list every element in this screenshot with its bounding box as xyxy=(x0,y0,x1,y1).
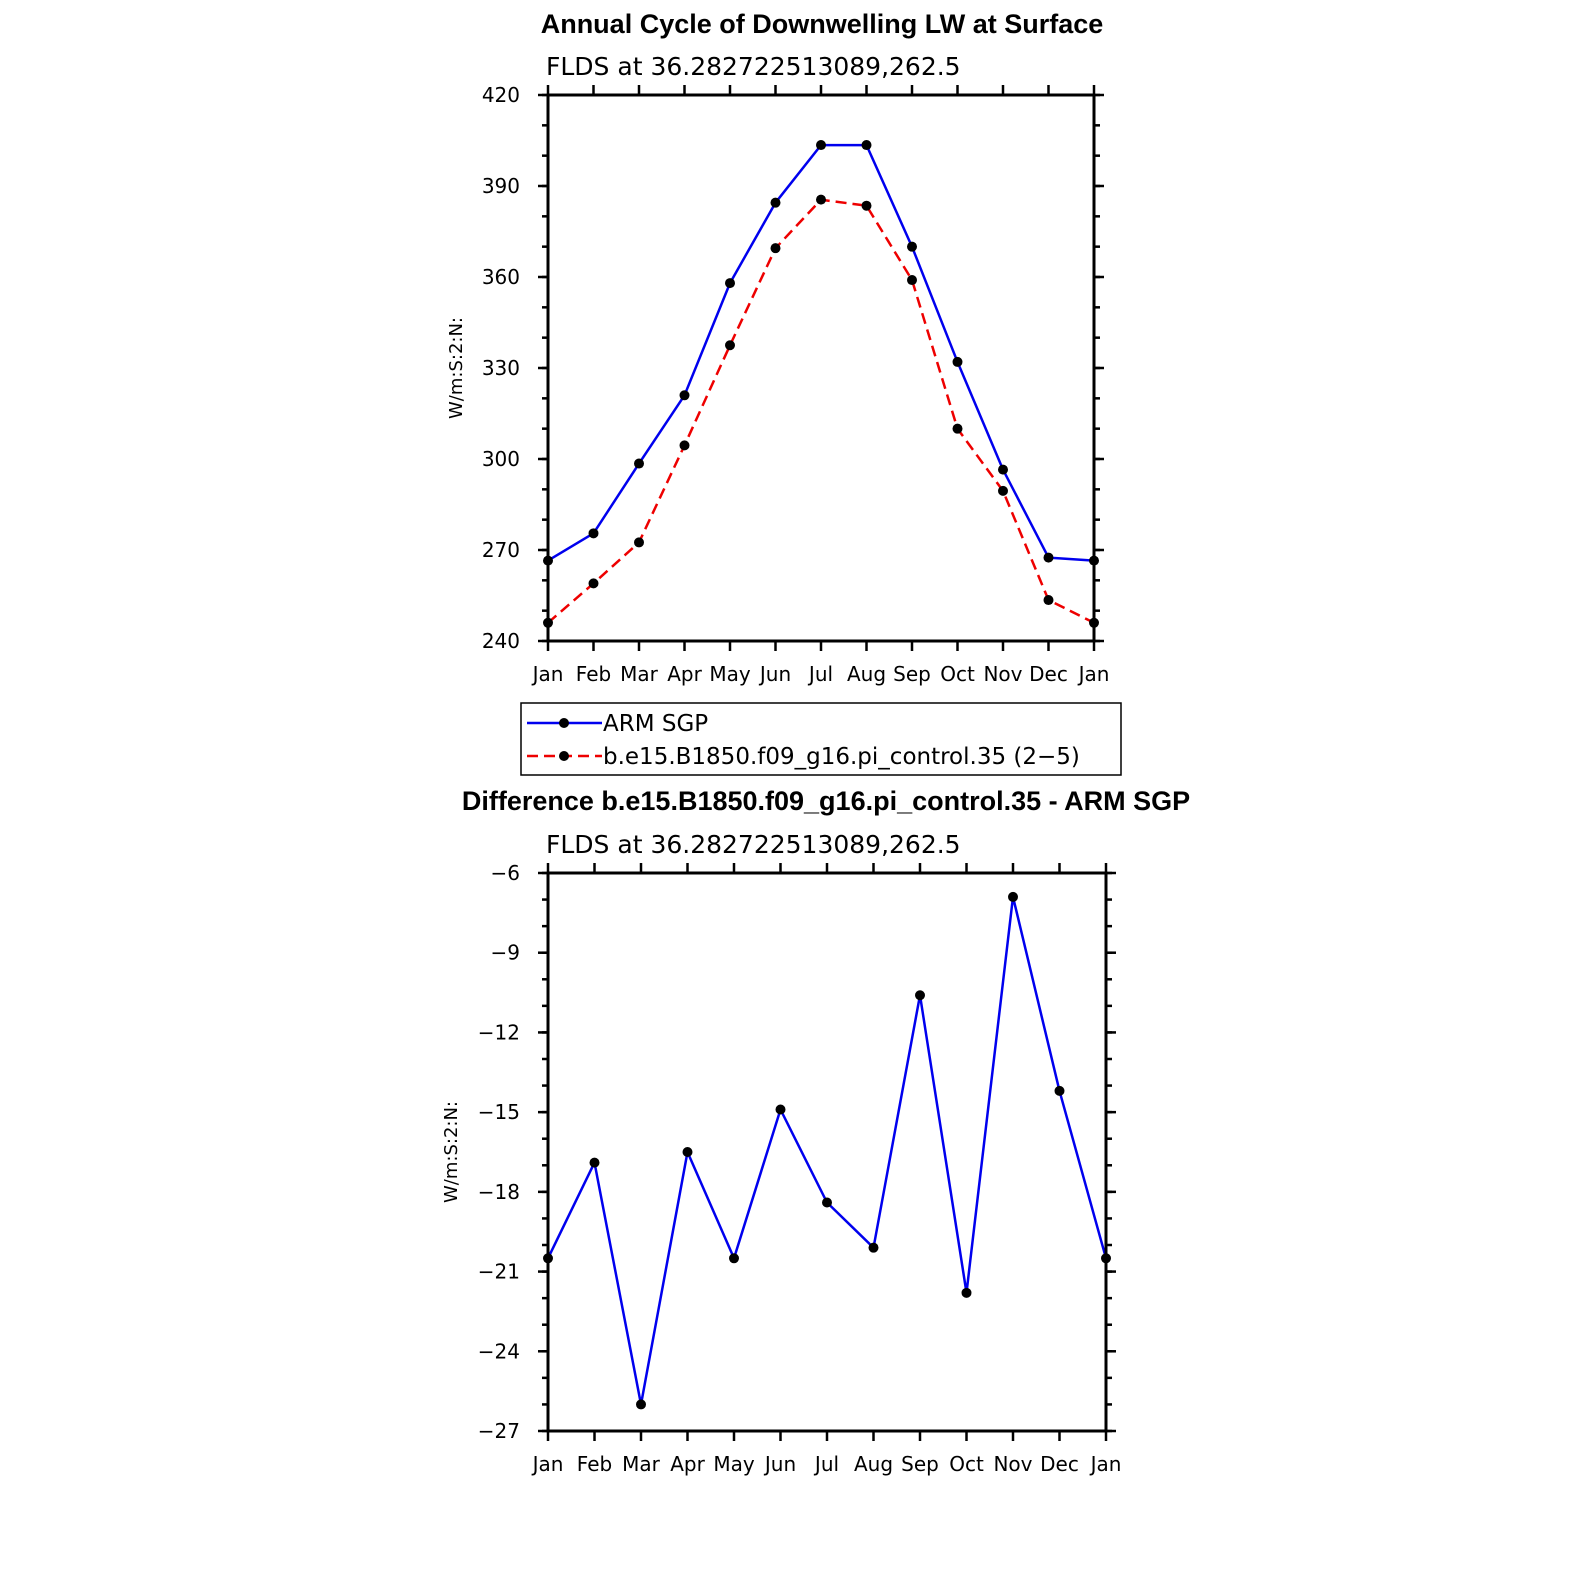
data-point-0-7 xyxy=(868,1242,879,1253)
y-tick-label: −15 xyxy=(478,1100,520,1124)
data-point-0-4 xyxy=(729,1253,739,1264)
x-tick-label: Jan xyxy=(531,662,564,686)
axis-ticks: Jan Feb Mar Apr May Jun Jul Aug Sep Oct Nov Dec Jan 2… xyxy=(482,83,1110,686)
y-tick-label: −24 xyxy=(478,1339,520,1363)
x-tick-label: Oct xyxy=(940,662,975,686)
x-tick-label: May xyxy=(713,1452,755,1476)
data-point-1-4 xyxy=(725,340,735,351)
plot-frame xyxy=(546,871,1108,1433)
y-axis-label: W/m:S:2:N: xyxy=(441,1101,462,1203)
series-line-0 xyxy=(546,895,1108,1406)
data-point-0-11 xyxy=(1043,552,1054,563)
y-tick-label: 330 xyxy=(482,356,520,380)
data-point-1-7 xyxy=(861,200,872,211)
legend-marker-arm-sgp xyxy=(559,718,569,728)
x-tick-label: Feb xyxy=(577,1452,612,1476)
x-tick-label: Apr xyxy=(667,662,702,686)
x-tick-label: Feb xyxy=(576,662,611,686)
annual-cycle-chart: Annual Cycle of Downwelling LW at Surfac… xyxy=(446,9,1122,776)
x-tick-label: Jul xyxy=(813,1452,839,1476)
data-point-0-2 xyxy=(636,1399,646,1410)
data-point-1-9 xyxy=(952,423,963,434)
x-tick-label: Dec xyxy=(1029,662,1068,686)
data-point-0-4 xyxy=(725,278,735,289)
data-point-0-10 xyxy=(1008,891,1018,902)
legend-box xyxy=(520,702,1122,776)
x-tick-label: Aug xyxy=(854,1452,893,1476)
chart-subtitle: FLDS at 36.282722513089,262.5 xyxy=(546,830,961,859)
data-point-0-8 xyxy=(907,241,917,252)
x-tick-label: Mar xyxy=(622,1452,661,1476)
data-point-1-3 xyxy=(679,440,690,451)
chart-title: Annual Cycle of Downwelling LW at Surfac… xyxy=(541,9,1104,39)
series-group xyxy=(543,140,1099,628)
x-tick-label: May xyxy=(709,662,751,686)
x-tick-label: Jul xyxy=(807,662,833,686)
data-point-0-9 xyxy=(961,1287,972,1298)
legend-label-arm-sgp: ARM SGP xyxy=(603,711,708,737)
plot-frame xyxy=(546,93,1096,643)
y-tick-label: −27 xyxy=(478,1419,520,1443)
data-point-0-5 xyxy=(770,197,781,208)
x-tick-label: Sep xyxy=(893,662,931,686)
y-tick-label: 270 xyxy=(482,538,520,562)
y-tick-label: 360 xyxy=(482,265,520,289)
data-point-0-3 xyxy=(679,390,690,401)
chart-title: Difference b.e15.B1850.f09_g16.pi_contro… xyxy=(462,786,1190,816)
y-tick-label: −12 xyxy=(478,1020,520,1044)
data-point-0-6 xyxy=(822,1197,832,1208)
data-point-0-9 xyxy=(952,356,963,367)
y-tick-label: 420 xyxy=(482,83,520,107)
y-tick-label: −6 xyxy=(491,861,520,885)
data-point-0-6 xyxy=(816,140,826,151)
data-point-1-5 xyxy=(770,243,781,254)
x-tick-label: Nov xyxy=(983,662,1022,686)
x-tick-label: Sep xyxy=(901,1452,939,1476)
y-tick-label: 390 xyxy=(482,174,520,198)
x-tick-label: Dec xyxy=(1040,1452,1079,1476)
x-tick-label: Apr xyxy=(670,1452,705,1476)
x-tick-label: Oct xyxy=(949,1452,984,1476)
legend-label-model: b.e15.B1850.f09_g16.pi_control.35 (2−5) xyxy=(603,744,1080,770)
y-tick-label: −9 xyxy=(491,941,520,965)
x-tick-label: Jan xyxy=(531,1452,564,1476)
data-point-0-2 xyxy=(634,458,644,469)
x-tick-label: Mar xyxy=(620,662,659,686)
data-point-0-1 xyxy=(589,1157,600,1168)
data-point-0-8 xyxy=(915,990,925,1001)
y-tick-label: −21 xyxy=(478,1260,520,1284)
data-point-0-10 xyxy=(998,464,1008,475)
x-tick-label: Jan xyxy=(1077,662,1110,686)
x-tick-label: Jan xyxy=(1089,1452,1122,1476)
legend: ARM SGP b.e15.B1850.f09_g16.pi_control.3… xyxy=(520,702,1122,776)
chart-subtitle: FLDS at 36.282722513089,262.5 xyxy=(546,52,961,81)
legend-marker-model xyxy=(559,751,569,761)
x-tick-label: Nov xyxy=(993,1452,1032,1476)
data-point-0-5 xyxy=(775,1104,786,1115)
y-tick-label: 240 xyxy=(482,629,520,653)
axis-ticks: Jan Feb Mar Apr May Jun Jul Aug Sep Oct Nov Dec Jan−… xyxy=(478,861,1122,1476)
y-tick-label: 300 xyxy=(482,447,520,471)
difference-chart: Difference b.e15.B1850.f09_g16.pi_contro… xyxy=(441,786,1190,1476)
data-point-1-10 xyxy=(998,485,1008,496)
series-group xyxy=(543,891,1111,1410)
series-line-0 xyxy=(547,143,1095,562)
data-point-1-6 xyxy=(816,194,826,205)
data-point-1-11 xyxy=(1043,595,1054,606)
x-tick-label: Jun xyxy=(758,662,791,686)
y-tick-label: −18 xyxy=(478,1180,520,1204)
series-line-1 xyxy=(547,198,1095,624)
data-point-1-8 xyxy=(907,275,917,286)
data-point-0-1 xyxy=(588,528,599,539)
y-axis-label: W/m:S:2:N: xyxy=(446,317,467,419)
data-point-1-1 xyxy=(588,578,599,589)
data-point-0-7 xyxy=(861,140,872,151)
data-point-0-3 xyxy=(682,1147,693,1157)
x-tick-label: Aug xyxy=(847,662,886,686)
data-point-0-11 xyxy=(1054,1085,1065,1096)
data-point-1-2 xyxy=(634,537,644,548)
x-tick-label: Jun xyxy=(763,1452,796,1476)
